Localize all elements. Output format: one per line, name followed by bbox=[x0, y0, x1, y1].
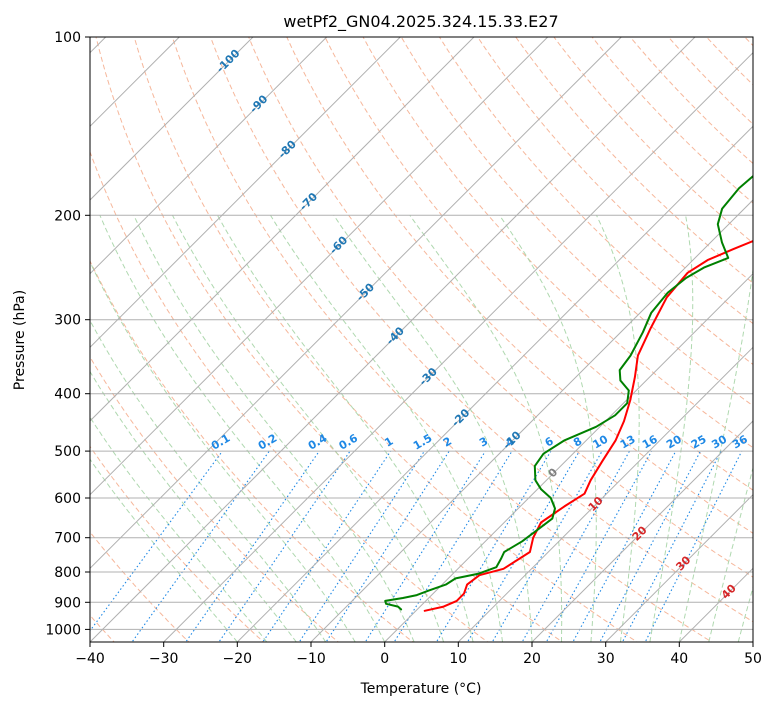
isotherm-gridline bbox=[605, 493, 753, 642]
mixing-ratio-line bbox=[644, 450, 743, 642]
y-tick-label: 400 bbox=[54, 387, 81, 403]
temperature-profile-line bbox=[423, 239, 753, 612]
isotherm-gridline bbox=[90, 37, 328, 275]
mixing-ratio-line bbox=[393, 450, 513, 642]
dry-adiabat-line bbox=[362, 37, 753, 449]
y-tick-label: 200 bbox=[54, 208, 81, 224]
isotherm-gridline bbox=[90, 37, 475, 422]
dry-adiabat-line bbox=[90, 150, 489, 642]
mixing-ratio-line bbox=[90, 450, 223, 632]
y-tick-label: 1000 bbox=[45, 622, 81, 638]
moist-adiabat-line bbox=[409, 215, 563, 642]
y-axis-title: Pressure (hPa) bbox=[12, 290, 28, 390]
mixing-ratio-line bbox=[298, 450, 425, 642]
axis-ticks: −40 −30 −20 −10 0 10 20 30 40 50 100 200 300 400 500 60… bbox=[45, 30, 762, 667]
x-axis-title: Temperature (°C) bbox=[360, 681, 482, 697]
moist-adiabat-line bbox=[90, 260, 356, 642]
moist-adiabat-line bbox=[708, 466, 753, 642]
isotherm-gridline bbox=[384, 272, 753, 642]
mixing-ratio-line bbox=[185, 450, 320, 642]
isotherm-gridline bbox=[90, 37, 401, 349]
dry-adiabat-line bbox=[286, 37, 753, 534]
moist-adiabat-line bbox=[596, 215, 640, 642]
profile-series bbox=[384, 174, 753, 612]
x-tick-label: 40 bbox=[670, 651, 688, 667]
mixing-ratio-line bbox=[435, 450, 552, 642]
dewpoint-profile-line bbox=[384, 174, 753, 611]
isotherm-gridline bbox=[531, 420, 753, 642]
x-tick-label: −40 bbox=[75, 651, 105, 667]
x-tick-label: −30 bbox=[149, 651, 179, 667]
moist-adiabat-line bbox=[90, 416, 268, 642]
y-tick-label: 600 bbox=[54, 491, 81, 507]
moist-adiabat-line bbox=[90, 458, 238, 642]
x-tick-label: 30 bbox=[597, 651, 615, 667]
moist-adiabat-line bbox=[172, 215, 445, 642]
y-tick-label: 100 bbox=[54, 30, 81, 46]
mixing-ratio-line bbox=[572, 450, 677, 642]
isotherm-gridline bbox=[90, 37, 696, 642]
mixing-ratio-line bbox=[491, 450, 603, 642]
x-tick-label: −20 bbox=[223, 651, 253, 667]
moist-adiabat-line bbox=[99, 215, 386, 642]
moist-adiabat-line bbox=[133, 215, 415, 642]
mixing-ratio-line bbox=[466, 450, 580, 642]
moist-adiabat-line bbox=[499, 215, 597, 642]
chart-title: wetPf2_GN04.2025.324.15.33.E27 bbox=[283, 12, 558, 32]
moist-adiabat-line bbox=[90, 319, 327, 642]
isotherm-gridline bbox=[310, 199, 753, 642]
isotherm-gridline bbox=[90, 37, 254, 201]
x-tick-label: −10 bbox=[296, 651, 326, 667]
x-tick-label: 10 bbox=[449, 651, 467, 667]
isotherm-gridline bbox=[163, 51, 753, 642]
y-tick-label: 700 bbox=[54, 531, 81, 547]
y-tick-label: 500 bbox=[54, 444, 81, 460]
isotherm-gridline bbox=[90, 37, 549, 496]
isotherm-gridline bbox=[236, 125, 753, 642]
dry-adiabat-line bbox=[438, 37, 753, 366]
mixing-ratio-line bbox=[621, 450, 722, 642]
moist-adiabat-line bbox=[649, 215, 694, 642]
dry-adiabat-line bbox=[171, 37, 713, 642]
mixing-ratio-line bbox=[599, 450, 701, 642]
y-tick-label: 900 bbox=[54, 595, 81, 611]
mixing-ratio-line bbox=[218, 450, 351, 642]
plot-frame bbox=[89, 36, 754, 643]
background-lines bbox=[90, 37, 753, 642]
isotherm-gridline bbox=[457, 346, 753, 642]
x-tick-label: 0 bbox=[380, 651, 389, 667]
moist-adiabat-line bbox=[678, 265, 753, 642]
dry-adiabat-line bbox=[248, 37, 753, 578]
moist-adiabat-line bbox=[270, 215, 503, 642]
y-tick-label: 800 bbox=[54, 565, 81, 581]
dry-adiabat-line bbox=[324, 37, 753, 491]
x-tick-label: 50 bbox=[744, 651, 762, 667]
x-tick-label: 20 bbox=[523, 651, 541, 667]
mixing-ratio-line bbox=[521, 450, 630, 642]
moist-adiabat-line bbox=[90, 370, 297, 642]
plot-area bbox=[90, 37, 753, 642]
isotherm-gridline bbox=[90, 37, 622, 570]
mixing-ratio-line bbox=[262, 450, 392, 642]
mixing-ratio-line bbox=[545, 450, 653, 642]
y-tick-label: 300 bbox=[54, 313, 81, 329]
